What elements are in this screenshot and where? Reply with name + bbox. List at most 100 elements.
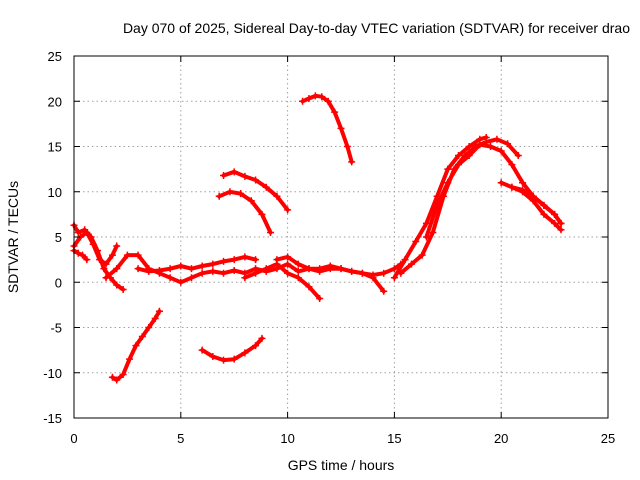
data-point bbox=[540, 210, 548, 218]
data-point bbox=[369, 274, 377, 282]
data-point bbox=[177, 262, 185, 270]
series-arc-5 bbox=[134, 253, 260, 275]
data-point bbox=[326, 262, 334, 270]
series-line bbox=[72, 248, 89, 262]
data-point bbox=[422, 233, 430, 241]
series-arc-17 bbox=[508, 183, 565, 234]
data-point bbox=[540, 201, 548, 209]
data-point bbox=[273, 192, 281, 200]
data-point bbox=[465, 152, 473, 160]
series-line bbox=[499, 180, 563, 226]
series-arc-16 bbox=[497, 179, 565, 227]
data-point bbox=[119, 371, 127, 379]
data-point bbox=[305, 283, 313, 291]
data-point bbox=[230, 266, 238, 274]
data-point bbox=[113, 376, 121, 384]
data-point bbox=[504, 140, 512, 148]
data-point bbox=[497, 179, 505, 187]
data-point bbox=[454, 161, 462, 169]
x-tick-label: 15 bbox=[387, 431, 401, 446]
data-point bbox=[79, 251, 87, 259]
data-point bbox=[252, 176, 260, 184]
data-point bbox=[514, 152, 522, 160]
data-point bbox=[418, 251, 426, 259]
data-point bbox=[134, 251, 142, 259]
data-point bbox=[237, 190, 245, 198]
data-point bbox=[311, 92, 319, 100]
data-point bbox=[331, 108, 339, 116]
data-point bbox=[134, 265, 142, 273]
data-point bbox=[220, 356, 228, 364]
y-tick-label: 15 bbox=[48, 140, 62, 155]
data-point bbox=[187, 265, 195, 273]
data-point bbox=[230, 256, 238, 264]
data-point bbox=[258, 210, 266, 218]
data-series-layer bbox=[70, 92, 565, 384]
data-point bbox=[324, 97, 332, 105]
series-arc-3 bbox=[70, 247, 91, 264]
data-point bbox=[132, 342, 140, 350]
data-point bbox=[166, 265, 174, 273]
data-point bbox=[294, 274, 302, 282]
data-point bbox=[412, 238, 420, 246]
data-point bbox=[397, 269, 405, 277]
series-arc-7 bbox=[273, 253, 388, 295]
data-point bbox=[433, 201, 441, 209]
data-point bbox=[155, 266, 163, 274]
data-point bbox=[215, 192, 223, 200]
y-tick-label: 10 bbox=[48, 185, 62, 200]
data-point bbox=[113, 242, 121, 250]
data-point bbox=[284, 206, 292, 214]
data-point bbox=[267, 228, 275, 236]
data-point bbox=[220, 257, 228, 265]
data-point bbox=[252, 256, 260, 264]
data-point bbox=[262, 265, 270, 273]
data-point bbox=[519, 179, 527, 187]
data-point bbox=[284, 253, 292, 261]
data-point bbox=[337, 124, 345, 132]
y-tick-label: -15 bbox=[43, 411, 62, 426]
data-point bbox=[166, 274, 174, 282]
axis-ticks: 0 5 10 15 20 25 -15 -10 -5 0 5 10 15 20 25 bbox=[43, 49, 615, 446]
data-point bbox=[138, 333, 146, 341]
data-point bbox=[102, 260, 110, 268]
data-point bbox=[476, 141, 484, 149]
y-tick-label: -10 bbox=[43, 366, 62, 381]
x-tick-label: 10 bbox=[280, 431, 294, 446]
data-point bbox=[198, 269, 206, 277]
y-axis-label: SDTVAR / TECUs bbox=[5, 181, 21, 293]
data-point bbox=[74, 228, 82, 236]
data-point bbox=[497, 147, 505, 155]
y-tick-label: 0 bbox=[55, 275, 62, 290]
data-point bbox=[96, 256, 104, 264]
data-point bbox=[487, 143, 495, 150]
data-point bbox=[337, 265, 345, 273]
data-point bbox=[177, 278, 185, 286]
data-point bbox=[529, 197, 537, 205]
data-point bbox=[551, 210, 559, 218]
x-tick-label: 5 bbox=[177, 431, 184, 446]
data-point bbox=[305, 95, 313, 103]
series-arc-11 bbox=[108, 307, 163, 384]
data-point bbox=[187, 274, 195, 282]
series-line bbox=[136, 254, 258, 274]
data-point bbox=[209, 267, 217, 275]
series-line bbox=[392, 135, 489, 280]
data-point bbox=[343, 143, 351, 150]
y-tick-label: -5 bbox=[50, 321, 62, 336]
data-point bbox=[108, 251, 116, 259]
data-point bbox=[551, 219, 559, 227]
data-point bbox=[407, 260, 415, 268]
data-point bbox=[444, 179, 452, 187]
data-point bbox=[493, 135, 501, 143]
series-line bbox=[217, 189, 273, 235]
series-arc-2 bbox=[70, 228, 121, 268]
data-point bbox=[348, 158, 356, 166]
data-point bbox=[465, 143, 473, 150]
data-point bbox=[252, 269, 260, 277]
grid bbox=[74, 56, 608, 418]
data-point bbox=[145, 267, 153, 275]
data-point bbox=[209, 352, 217, 360]
data-point bbox=[220, 269, 228, 277]
